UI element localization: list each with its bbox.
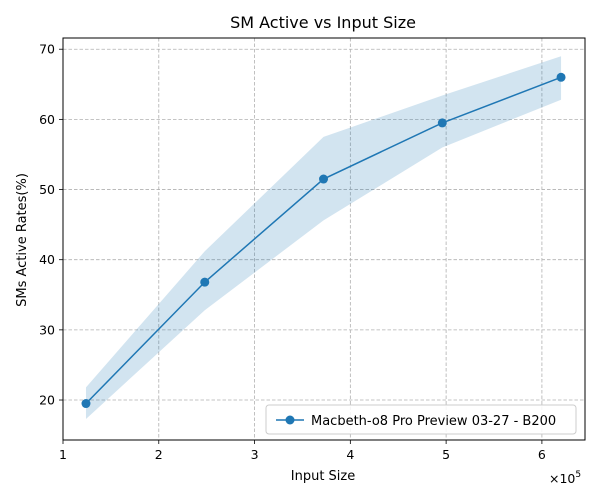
x-scale-exponent: 5 [575,470,581,480]
y-tick-label: 40 [39,252,55,267]
x-tick-label: 1 [59,447,67,462]
data-point [437,118,447,128]
y-tick-label: 70 [39,42,55,57]
y-axis-label: SMs Active Rates(%) [15,173,30,307]
y-tick-label: 60 [39,112,55,127]
chart-title: SM Active vs Input Size [230,13,416,32]
x-scale-base: ×10 [549,471,575,486]
data-point [319,174,329,184]
grid [62,38,585,440]
data-marker-layer [81,72,566,409]
x-tick-label: 6 [538,447,546,462]
legend-marker-swatch [285,415,295,425]
y-tick-label: 30 [39,322,55,337]
x-axis-ticks: 1 2 3 4 5 6 [59,440,546,462]
confidence-band [85,56,562,419]
data-point [81,399,91,409]
x-axis-label: Input Size [291,469,355,484]
x-axis-scale-factor: ×105 [549,470,581,486]
legend: Macbeth-o8 Pro Preview 03-27 - B200 [265,404,577,435]
x-tick-label: 2 [155,447,163,462]
data-point [556,72,566,82]
y-tick-label: 20 [39,393,55,408]
y-tick-label: 50 [39,182,55,197]
data-point [200,277,210,287]
legend-box [265,404,577,435]
x-tick-label: 3 [251,447,259,462]
legend-entry-label: Macbeth-o8 Pro Preview 03-27 - B200 [311,414,556,429]
x-tick-label: 5 [442,447,450,462]
confidence-band-layer [85,56,562,419]
y-axis-ticks: 20 30 40 50 60 70 [39,42,63,408]
plot-frame [62,37,586,441]
x-tick-label: 4 [346,447,354,462]
